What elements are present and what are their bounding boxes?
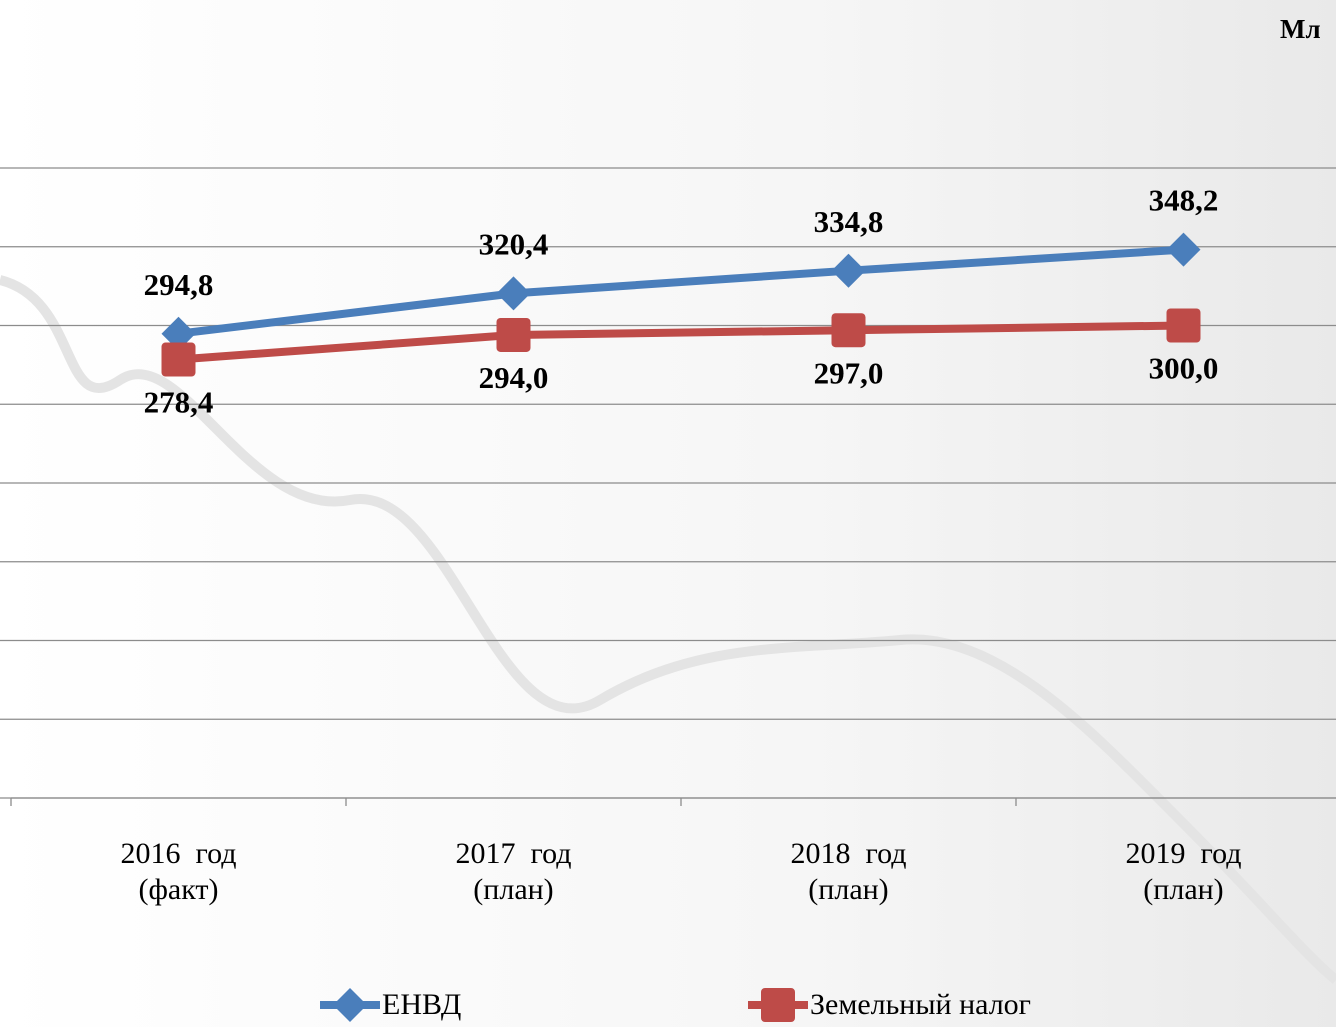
data-label: 278,4	[144, 385, 214, 420]
data-point	[496, 276, 531, 311]
data-label: 320,4	[479, 226, 549, 261]
data-label: 297,0	[814, 355, 884, 390]
data-point	[161, 316, 196, 351]
data-label: 348,2	[1149, 183, 1219, 218]
data-label: 300,0	[1149, 351, 1219, 386]
background-decor	[0, 275, 1336, 984]
series-line	[178, 245, 1184, 338]
legend-marker	[333, 988, 367, 1022]
data-label: 294,0	[479, 360, 549, 395]
x-tick-label: 2019 год (план)	[1125, 837, 1242, 906]
data-label: 334,8	[814, 204, 884, 239]
data-point	[831, 313, 866, 348]
legend-label: ЕНВД	[382, 988, 461, 1021]
data-point	[496, 317, 531, 352]
x-tick-label: 2016 год (факт)	[120, 837, 237, 906]
legend-label: Земельный налог	[810, 988, 1031, 1021]
legend-marker	[761, 988, 795, 1022]
data-point	[161, 342, 196, 377]
chart-title: Мл	[1280, 14, 1321, 44]
data-point	[831, 253, 866, 288]
series-line	[178, 321, 1184, 364]
x-tick-label: 2017 год (план)	[455, 837, 572, 906]
data-label: 294,8	[144, 267, 214, 302]
data-point	[1166, 232, 1201, 267]
data-point	[1166, 308, 1201, 343]
x-tick-label: 2018 год (план)	[790, 837, 907, 906]
